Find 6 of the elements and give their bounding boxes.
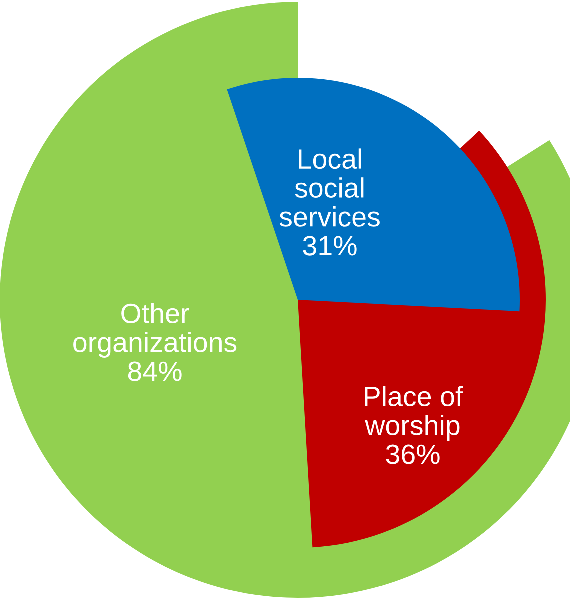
data-label: 84% [128, 362, 182, 382]
category-label: Local social services [280, 148, 380, 227]
category-label: Place of worship [365, 386, 464, 441]
data-label: 31% [303, 236, 357, 256]
category-label: Other organizations [74, 303, 237, 358]
data-label: 36% [386, 444, 440, 464]
